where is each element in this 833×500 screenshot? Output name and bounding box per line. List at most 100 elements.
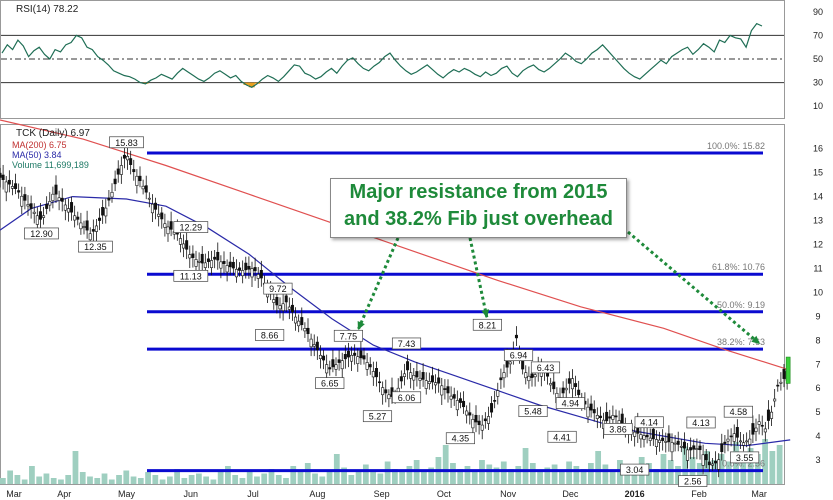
- price-candle: [720, 443, 724, 452]
- price-tick-label: 16: [813, 144, 823, 154]
- price-candle: [73, 215, 77, 221]
- price-candle: [166, 226, 170, 235]
- price-candle: [402, 373, 406, 377]
- price-candle: [468, 412, 472, 416]
- price-candle: [424, 380, 428, 389]
- price-candle: [250, 268, 254, 278]
- price-candle: [586, 406, 590, 418]
- price-candle: [1, 174, 5, 180]
- price-candle: [570, 378, 574, 390]
- price-candle: [782, 369, 786, 379]
- volume-bar: [58, 479, 64, 484]
- volume-bar: [399, 472, 406, 484]
- price-callout-box: [24, 227, 59, 240]
- volume-bar: [283, 478, 289, 484]
- rsi-layer: 90 70 50 30 10: [1, 7, 823, 111]
- price-candle: [611, 415, 615, 420]
- price-candle: [213, 256, 217, 260]
- arrow-layer: [356, 230, 761, 346]
- x-tick-label: May: [118, 489, 136, 499]
- annotation-line-2: and 38.2% Fib just overhead: [344, 208, 613, 230]
- volume-bar: [101, 473, 108, 484]
- price-candle: [294, 316, 298, 324]
- rsi-oversold-fill: [243, 82, 250, 85]
- price-candle: [633, 431, 637, 437]
- price-candle: [365, 362, 369, 370]
- x-tick-label: Oct: [437, 489, 452, 499]
- volume-bar: [631, 467, 638, 484]
- price-candle: [85, 220, 89, 231]
- price-candle: [206, 258, 210, 262]
- price-candle: [26, 204, 30, 207]
- price-candle: [281, 303, 285, 311]
- volume-bar: [152, 475, 159, 484]
- price-candle: [766, 409, 770, 421]
- price-candle: [371, 371, 375, 378]
- volume-bar: [87, 476, 93, 484]
- price-candle: [325, 364, 329, 374]
- volume-bar: [348, 475, 355, 484]
- price-callout-text: 5.48: [524, 407, 542, 417]
- price-candle: [4, 181, 8, 193]
- volume-bar: [718, 454, 725, 484]
- axis-layer: 16 15 14 13 12 11 10 9 8 7 6 5 4 3 Mar Apr May Jun Jul Aug S…: [6, 144, 823, 499]
- volume-bar: [675, 466, 681, 484]
- volume-bar: [43, 473, 50, 484]
- price-callout-box: [547, 430, 577, 443]
- price-callout-box: [723, 405, 753, 418]
- price-candle: [10, 186, 14, 189]
- price-callout-box: [391, 337, 422, 350]
- volume-bar: [145, 472, 151, 484]
- price-candle: [760, 424, 764, 427]
- price-candle: [194, 259, 198, 267]
- volume-bar: [377, 473, 384, 484]
- price-callout-box: [686, 416, 716, 429]
- price-callout-box: [263, 282, 293, 295]
- price-candle: [480, 424, 484, 431]
- price-candle: [132, 169, 136, 173]
- volume-bar: [551, 464, 558, 484]
- price-candle: [682, 441, 686, 449]
- price-candle: [639, 434, 643, 440]
- price-candle: [0, 172, 2, 178]
- price-candle: [763, 428, 767, 433]
- price-candle: [483, 418, 487, 422]
- price-candle: [595, 415, 599, 419]
- price-candle: [98, 217, 102, 221]
- price-candle: [287, 306, 291, 310]
- volume-bar: [254, 476, 260, 484]
- volume-bar: [595, 451, 602, 484]
- price-tick-label: 11: [813, 263, 822, 273]
- volume-bar: [573, 466, 580, 484]
- price-candle: [412, 375, 416, 381]
- price-callout-text: 3.55: [736, 453, 754, 463]
- price-candle: [620, 413, 624, 425]
- price-candle: [48, 201, 52, 206]
- volume-bar: [392, 469, 398, 484]
- price-callout-text: 12.90: [30, 229, 53, 239]
- price-candle: [661, 437, 665, 441]
- price-candle: [686, 449, 690, 461]
- price-candle: [35, 215, 39, 225]
- volume-bar: [580, 469, 587, 484]
- price-callout-box: [109, 136, 144, 149]
- price-candle: [530, 373, 534, 378]
- price-candle: [589, 403, 593, 411]
- price-callout-text: 7.43: [398, 339, 416, 349]
- rsi-oversold-fill: [248, 82, 255, 88]
- fib-label: 38.2%: 7.63: [717, 337, 765, 347]
- price-candle: [564, 387, 568, 391]
- price-candle: [300, 317, 304, 326]
- price-candle: [169, 221, 173, 230]
- price-candle: [577, 389, 581, 396]
- price-candle: [225, 265, 229, 273]
- price-callout-box: [503, 349, 534, 362]
- price-callout-box: [315, 377, 345, 389]
- price-candle: [679, 445, 683, 448]
- price-candle: [88, 233, 92, 241]
- volume-bar: [653, 469, 660, 484]
- price-callout-text: 5.27: [369, 412, 387, 422]
- price-candle: [29, 203, 33, 209]
- price-callout-box: [730, 451, 760, 464]
- price-candle: [94, 225, 98, 232]
